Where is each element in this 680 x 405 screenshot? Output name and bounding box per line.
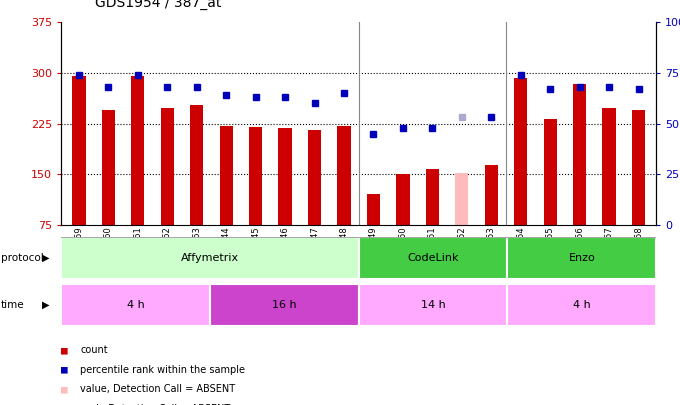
Bar xyxy=(426,169,439,225)
Text: GDS1954 / 387_at: GDS1954 / 387_at xyxy=(95,0,222,10)
Bar xyxy=(455,173,469,225)
Bar xyxy=(358,237,507,279)
Text: count: count xyxy=(80,345,108,355)
Bar xyxy=(543,119,557,225)
Bar xyxy=(190,105,203,225)
Text: percentile rank within the sample: percentile rank within the sample xyxy=(80,365,245,375)
Text: 4 h: 4 h xyxy=(126,300,144,310)
Bar xyxy=(160,108,174,225)
Bar xyxy=(278,128,292,225)
Text: ■: ■ xyxy=(61,404,68,405)
Bar xyxy=(602,108,615,225)
Text: protocol: protocol xyxy=(1,253,44,263)
Bar xyxy=(72,76,86,225)
Text: Enzo: Enzo xyxy=(568,253,595,263)
Bar xyxy=(131,76,144,225)
Bar xyxy=(61,237,358,279)
Text: CodeLink: CodeLink xyxy=(407,253,459,263)
Bar xyxy=(507,237,656,279)
Text: ■: ■ xyxy=(61,365,68,375)
Bar xyxy=(632,110,645,225)
Bar xyxy=(61,284,210,326)
Bar xyxy=(249,127,262,225)
Bar xyxy=(573,84,586,225)
Bar xyxy=(210,284,358,326)
Text: ▶: ▶ xyxy=(42,253,50,263)
Bar xyxy=(507,284,656,326)
Bar xyxy=(102,110,115,225)
Text: Affymetrix: Affymetrix xyxy=(181,253,239,263)
Text: 16 h: 16 h xyxy=(272,300,296,310)
Text: rank, Detection Call = ABSENT: rank, Detection Call = ABSENT xyxy=(80,404,231,405)
Bar xyxy=(396,174,409,225)
Text: 14 h: 14 h xyxy=(421,300,445,310)
Bar xyxy=(308,130,321,225)
Text: ■: ■ xyxy=(61,384,68,394)
Bar xyxy=(358,284,507,326)
Text: value, Detection Call = ABSENT: value, Detection Call = ABSENT xyxy=(80,384,235,394)
Bar xyxy=(485,165,498,225)
Bar xyxy=(337,126,351,225)
Bar xyxy=(514,78,527,225)
Bar xyxy=(367,194,380,225)
Text: ■: ■ xyxy=(61,345,68,355)
Text: 4 h: 4 h xyxy=(573,300,591,310)
Text: time: time xyxy=(1,300,24,310)
Text: ▶: ▶ xyxy=(42,300,50,310)
Bar xyxy=(220,126,233,225)
